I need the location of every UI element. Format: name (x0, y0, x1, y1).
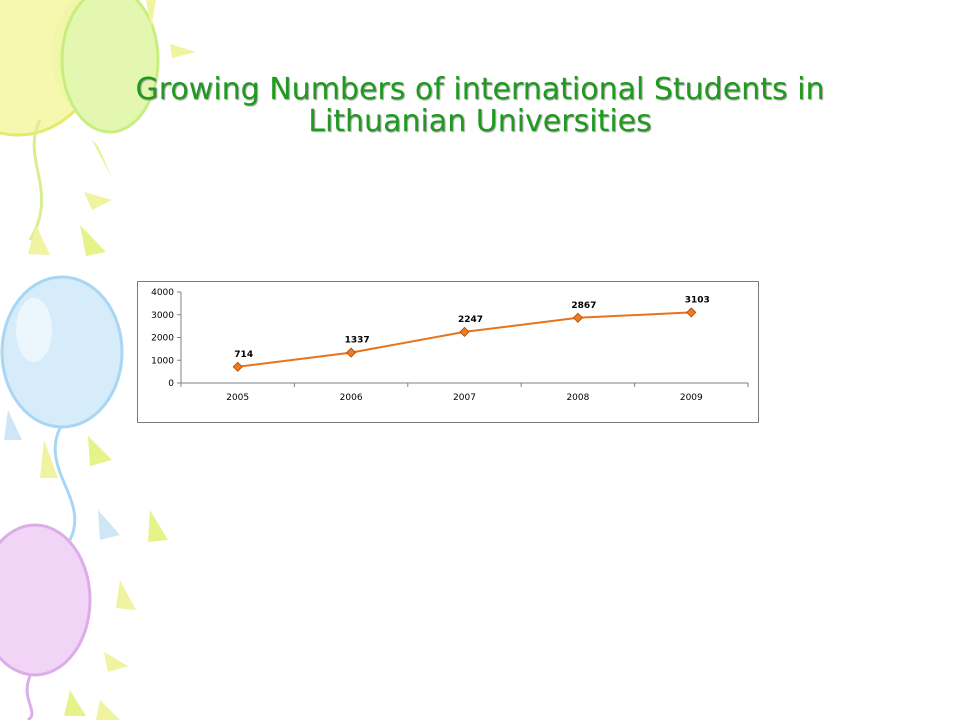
data-point-marker (346, 347, 357, 358)
data-label: 2867 (571, 301, 596, 311)
data-point-marker (459, 326, 470, 337)
slide-title: Growing Numbers of international Student… (60, 74, 900, 138)
slide-title-line-1: Growing Numbers of international Student… (135, 72, 825, 107)
x-tick-label: 2007 (453, 393, 476, 403)
data-point-marker (232, 361, 243, 372)
data-label: 714 (234, 350, 253, 360)
chart-plot-svg: 0 1000 2000 3000 4000 2005 2006 2007 2008 2009 714… (151, 288, 749, 403)
x-tick-label: 2005 (226, 393, 249, 403)
slide-title-line-2: Lithuanian Universities (308, 104, 652, 139)
line-chart: 0 1000 2000 3000 4000 2005 2006 2007 2008 2009 714… (137, 281, 759, 423)
data-point-marker (686, 307, 697, 318)
data-label: 2247 (458, 315, 483, 325)
y-tick-label: 2000 (151, 334, 174, 344)
y-tick-label: 3000 (151, 311, 174, 321)
data-point-marker (572, 312, 583, 323)
y-tick-label: 4000 (151, 288, 174, 298)
y-tick-label: 0 (168, 379, 174, 389)
data-label: 1337 (345, 336, 370, 346)
x-tick-label: 2006 (340, 393, 363, 403)
y-tick-label: 1000 (151, 356, 174, 366)
x-tick-label: 2009 (680, 393, 703, 403)
data-label: 3103 (685, 295, 710, 305)
x-tick-label: 2008 (566, 393, 589, 403)
